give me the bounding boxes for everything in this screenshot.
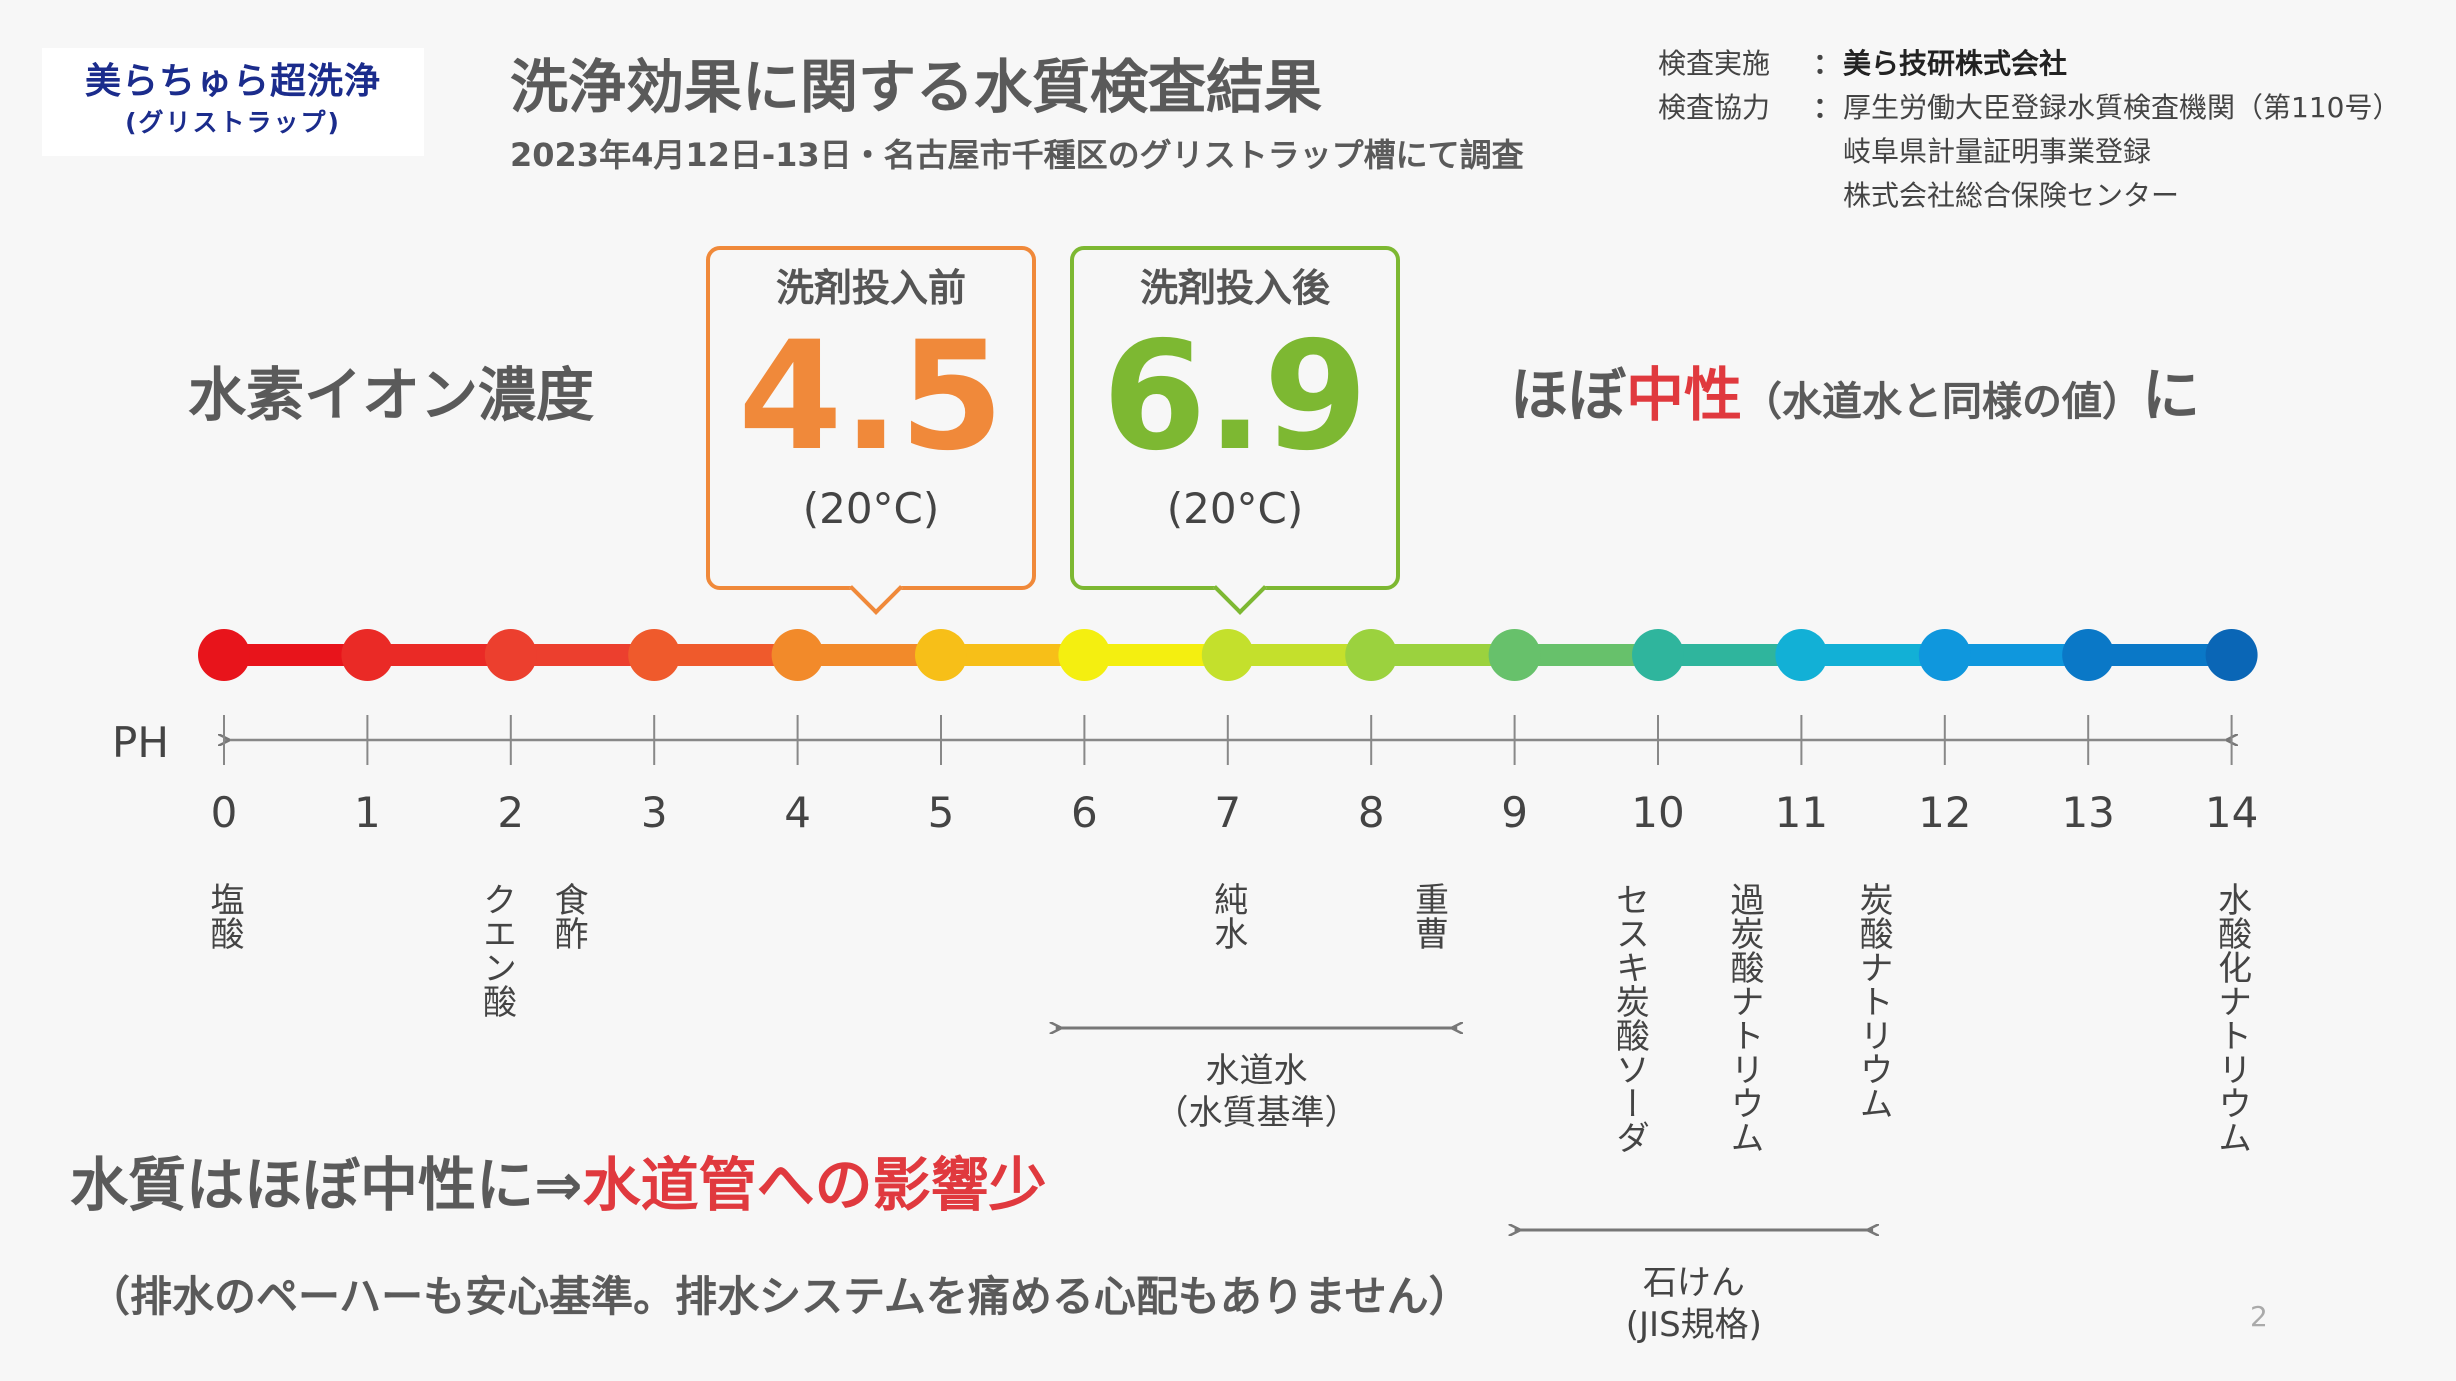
ph-dot (1201, 629, 1254, 681)
tap-water-label-1: 水道水 (1205, 1051, 1308, 1091)
ph-tick-label: 5 (927, 788, 955, 837)
ph-tick-label: 0 (210, 788, 238, 837)
ph-dot (1488, 629, 1541, 681)
substance-label: 重曹 (1408, 882, 1449, 950)
ph-tick-label: 8 (1357, 788, 1385, 837)
substance-label: 塩酸 (204, 882, 244, 950)
conclusion-main: 水質はほぼ中性に⇒水道管への影響少 (70, 1150, 1047, 1220)
before-temp: (20°C) (802, 484, 940, 533)
ph-tick-label: 2 (497, 788, 525, 837)
after-callout: 洗剤投入後 6.9 (20°C) (1070, 246, 1400, 615)
ph-tick-label: 4 (784, 788, 811, 837)
substance-label: 食酢 (548, 882, 589, 950)
tap-water-range-label: 水道水 （水質基準） (1106, 1050, 1406, 1134)
coop-value-1: 厚生労働大臣登録水質検査機関（第110号） (1843, 91, 2401, 124)
substance-label: クエン酸 (476, 882, 517, 1018)
ph-dot (771, 629, 824, 681)
page-subtitle: 2023年4月12日-13日・名古屋市千種区のグリストラップ槽にて調査 (510, 136, 1524, 174)
page-title: 洗浄効果に関する水質検査結果 (510, 53, 1323, 121)
logo-line2: (グリストラップ) (125, 108, 341, 137)
ph-tick-label: 14 (2204, 788, 2259, 837)
before-callout: 洗剤投入前 4.5 (20°C) (706, 246, 1036, 615)
hydrogen-ion-label: 水素イオン濃度 (188, 361, 595, 429)
result-statement: ほぼ中性（水道水と同様の値）に (1510, 360, 2200, 437)
ph-tick-label: 9 (1501, 788, 1528, 837)
ph-dot (1918, 629, 1971, 681)
coop-key: 検査協力 (1658, 91, 1771, 124)
ph-tick-label: 11 (1774, 788, 1829, 837)
ph-dot (628, 629, 681, 681)
conducted-key: 検査実施 (1658, 47, 1771, 80)
logo-line1: 美らちゅら超洗浄 (84, 61, 381, 102)
ph-tick-label: 1 (354, 788, 381, 837)
ph-dot (484, 629, 537, 681)
soap-label-2: (JIS規格) (1625, 1305, 1762, 1345)
after-value: 6.9 (1102, 310, 1368, 484)
info-colon: ： (1813, 47, 1842, 80)
substance-label: 過炭酸ナトリウム (1724, 882, 1765, 1154)
ph-tick-label: 6 (1071, 788, 1098, 837)
ph-dot (915, 629, 967, 681)
ph-dot (341, 629, 394, 681)
substance-label: 水酸化ナトリウム (2211, 882, 2252, 1154)
ph-dot (2205, 629, 2258, 681)
ph-tick-label: 7 (1214, 788, 1242, 837)
ph-tick-label: 12 (1918, 788, 1972, 837)
ph-dot (1058, 629, 1111, 681)
coop-value-3: 株式会社総合保険センター (1843, 179, 2180, 212)
result-highlight: 中性 (1626, 361, 1743, 429)
brand-logo: 美らちゅら超洗浄 (グリストラップ) (42, 48, 424, 156)
ph-tick-label: 13 (2061, 788, 2115, 837)
soap-label-1: 石けん (1642, 1263, 1745, 1303)
conducted-value: 美ら技研株式会社 (1843, 47, 2068, 80)
after-temp: (20°C) (1166, 484, 1304, 533)
conclusion-sub: （排水のペーハーも安心基準。排水システムを痛める心配もありません） (88, 1272, 1471, 1321)
ph-dot (1345, 629, 1398, 681)
before-caption: 洗剤投入前 (775, 266, 966, 310)
ph-dot (1632, 629, 1684, 681)
conclusion-main-text: 水質はほぼ中性に⇒ (70, 1151, 583, 1219)
ph-dot (1775, 629, 1828, 681)
substance-label: セスキ炭酸ソーダ (1609, 882, 1650, 1154)
soap-range-label: 石けん (JIS規格) (1544, 1262, 1844, 1346)
ph-dot (2062, 629, 2115, 681)
after-caption: 洗剤投入後 (1139, 266, 1330, 310)
result-note: （水道水と同様の値） (1742, 379, 2143, 425)
before-value: 4.5 (738, 310, 1004, 484)
inspection-info: 検査実施 ： 美ら技研株式会社 検査協力 ： 厚生労働大臣登録水質検査機関（第1… (1658, 42, 2400, 218)
result-suffix: に (2142, 361, 2201, 429)
ph-dot (198, 629, 250, 681)
substance-label: 純水 (1207, 882, 1248, 950)
coop-value-2: 岐阜県計量証明事業登録 (1843, 135, 2152, 168)
info-colon: ： (1813, 91, 1842, 124)
ph-tick-label: 3 (640, 788, 668, 837)
result-prefix: ほぼ (1510, 361, 1627, 429)
ph-axis-label: PH (112, 718, 169, 767)
ph-tick-label: 10 (1631, 788, 1685, 837)
substance-label: 炭酸ナトリウム (1853, 882, 1894, 1120)
conclusion-highlight: 水道管への影響少 (582, 1151, 1047, 1219)
page-number: 2 (2250, 1300, 2268, 1333)
tap-water-label-2: （水質基準） (1154, 1093, 1359, 1133)
